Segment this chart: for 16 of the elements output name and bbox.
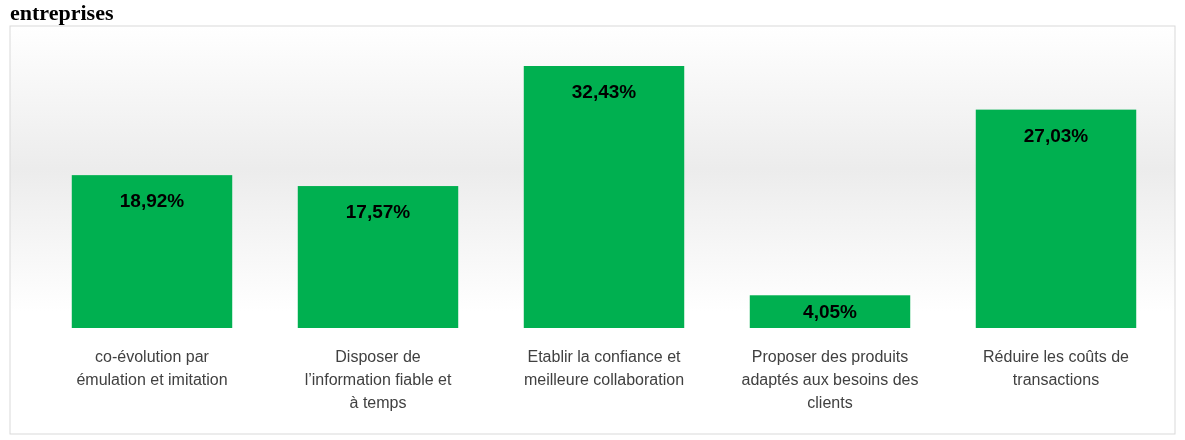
x-tick-label: co-évolution par émulation et imitation [76, 348, 228, 388]
bar [71, 175, 233, 328]
bar [523, 66, 685, 328]
chart-title: entreprises [10, 0, 114, 25]
data-label: 27,03% [1023, 124, 1089, 146]
data-label: 17,57% [345, 201, 411, 223]
bar [749, 295, 911, 328]
bar [975, 109, 1137, 328]
x-tick-label: Disposer de l’information fiable et à temps [304, 348, 452, 411]
bar [297, 186, 459, 328]
x-tick-label: Proposer des produits adaptés aux besoins des clients [741, 348, 919, 411]
x-tick-label: Réduire les coûts de transactions [983, 348, 1130, 388]
data-label: 18,92% [119, 190, 185, 212]
data-label: 32,43% [571, 81, 637, 102]
x-tick-label: Etablir la confiance et meilleure collaboration [523, 348, 685, 388]
data-label: 4,05% [803, 301, 858, 322]
